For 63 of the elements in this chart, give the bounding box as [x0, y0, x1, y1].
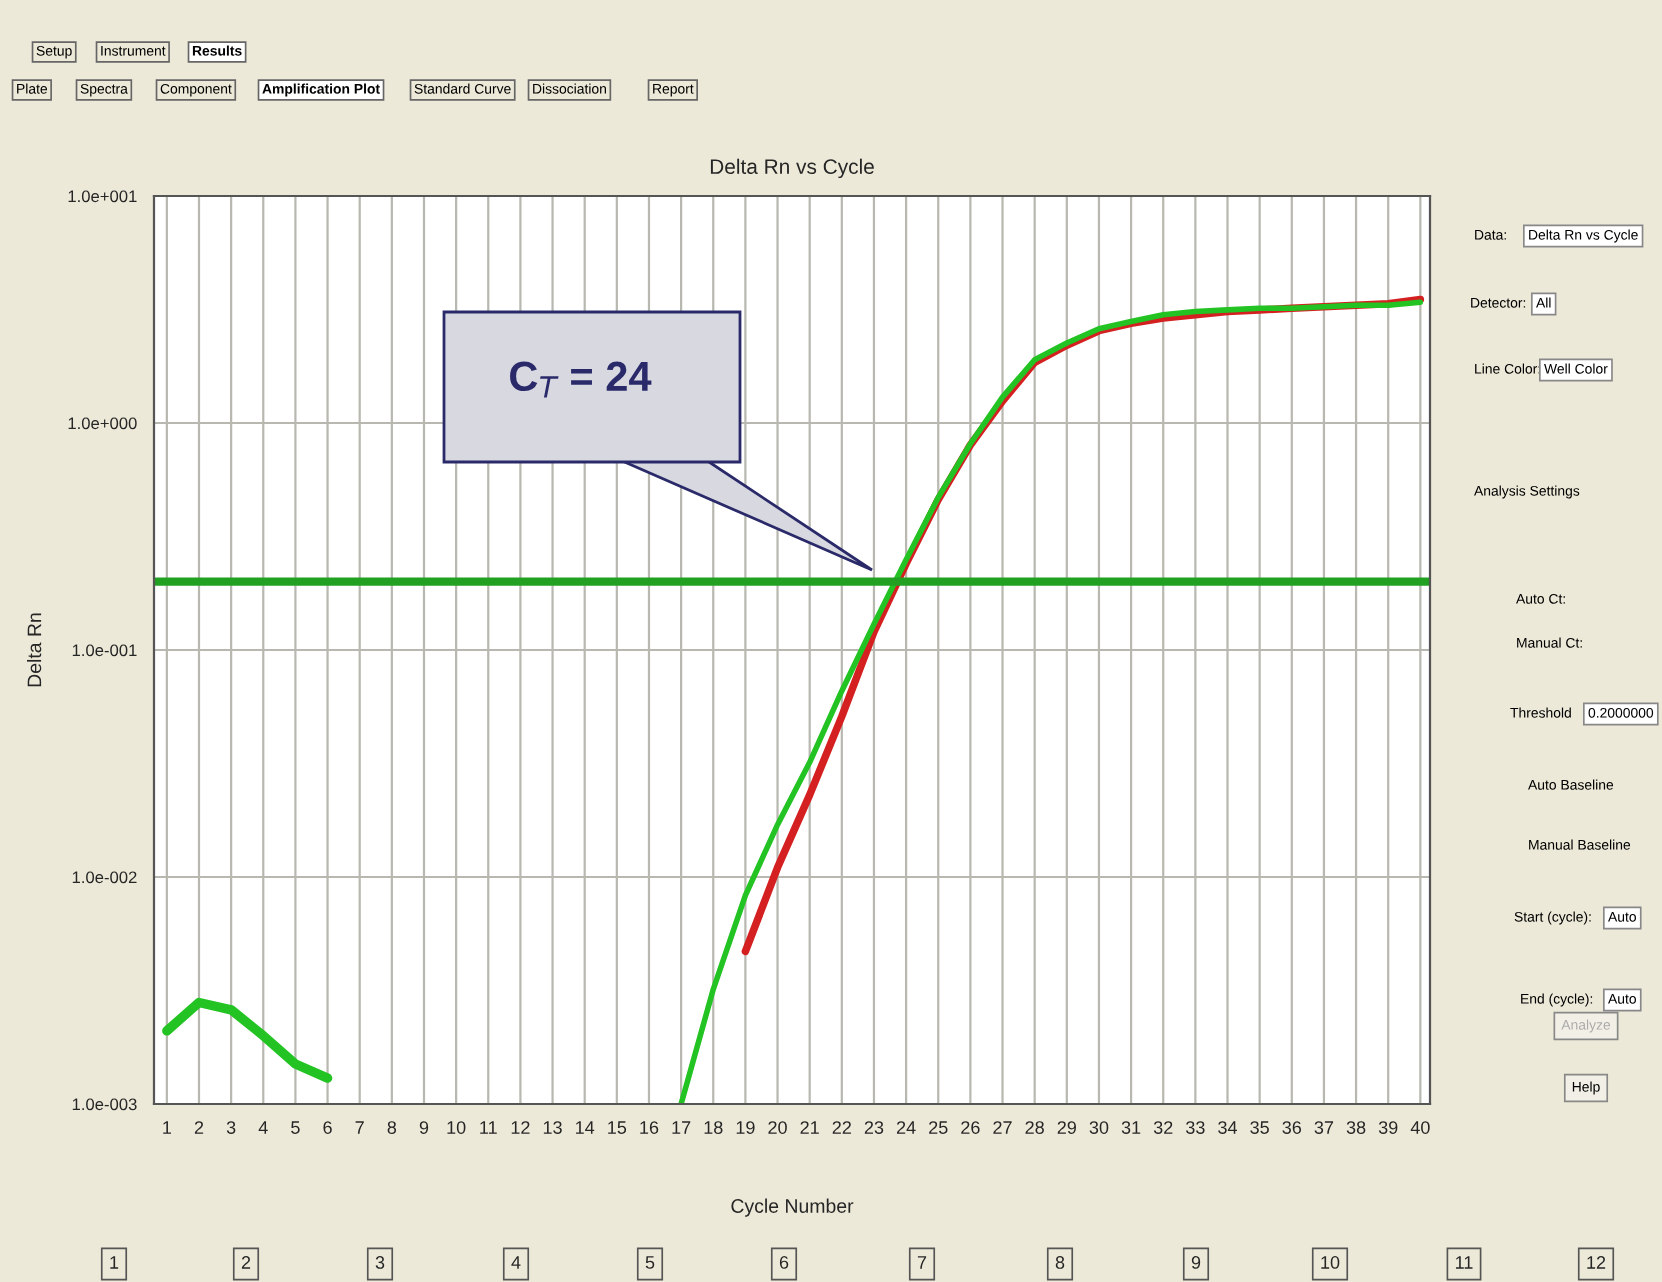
x-tick-label: 33 [1186, 1121, 1205, 1134]
text: 4 [511, 1256, 521, 1269]
y-tick-label: 1.0e-002 [72, 871, 137, 884]
x-tick-label: 16 [640, 1121, 659, 1134]
x-tick-label: 7 [355, 1121, 364, 1134]
annotation: C$_{T}$ = 24 [510, 361, 652, 398]
x-tick-label: 20 [768, 1121, 787, 1134]
text: 2 [241, 1256, 251, 1269]
text: 10 [1321, 1256, 1340, 1269]
chart-title: Delta Rn vs Cycle [710, 158, 874, 179]
x-tick-label: 21 [800, 1121, 819, 1134]
x-tick-label: 11 [480, 1121, 497, 1134]
text: 9 [1191, 1256, 1201, 1269]
x-tick-label: 22 [832, 1121, 851, 1134]
x-tick-label: 13 [543, 1121, 562, 1134]
text: 1 [110, 1256, 119, 1269]
text: 11 [1456, 1256, 1473, 1269]
x-tick-label: 30 [1089, 1121, 1109, 1134]
x-tick-label: 17 [672, 1121, 691, 1134]
x-tick-label: 12 [511, 1121, 530, 1134]
x-tick-label: 15 [608, 1121, 627, 1134]
x-tick-label: 24 [896, 1121, 916, 1134]
x-tick-label: 28 [1025, 1121, 1044, 1134]
y-tick-label: 1.0e-001 [72, 644, 137, 657]
x-tick-label: 14 [576, 1121, 595, 1134]
x-tick-label: 32 [1153, 1121, 1173, 1134]
x-tick-label: 3 [226, 1121, 236, 1134]
x-tick-label: 8 [387, 1121, 397, 1134]
x-tick-label: 6 [323, 1121, 332, 1134]
x-tick-label: 31 [1121, 1121, 1141, 1134]
x-tick-label: 23 [864, 1121, 884, 1134]
x-tick-label: 2 [194, 1121, 204, 1134]
line-series [678, 299, 1424, 1104]
line-series [162, 997, 333, 1083]
x-tick-label: 18 [704, 1121, 723, 1134]
x-tick-label: 10 [447, 1121, 466, 1134]
text: 3 [375, 1256, 385, 1269]
y-axis-title: Delta Rn [27, 613, 42, 687]
y-tick-label: 1.0e-003 [72, 1098, 137, 1111]
x-tick-label: 25 [929, 1121, 948, 1134]
x-tick-label: 1 [163, 1121, 171, 1134]
x-tick-label: 5 [291, 1121, 300, 1134]
text: 8 [1055, 1256, 1065, 1269]
x-tick-label: 40 [1410, 1121, 1430, 1134]
x-tick-label: 37 [1314, 1121, 1334, 1134]
x-tick-label: 34 [1218, 1121, 1238, 1134]
text: 12 [1587, 1256, 1606, 1269]
text: 6 [779, 1256, 789, 1269]
x-tick-label: 19 [736, 1121, 755, 1134]
x-tick-label: 26 [961, 1121, 980, 1134]
y-tick-label: 1.0e+001 [68, 190, 137, 203]
x-axis-title: Cycle Number [731, 1198, 854, 1217]
x-tick-label: 4 [258, 1121, 268, 1134]
x-tick-label: 29 [1057, 1121, 1076, 1134]
x-tick-label: 39 [1378, 1121, 1398, 1134]
x-tick-label: 9 [419, 1121, 429, 1134]
x-tick-label: 35 [1250, 1121, 1269, 1134]
x-tick-label: 36 [1282, 1121, 1302, 1134]
y-tick-label: 1.0e+000 [68, 417, 137, 430]
text: 5 [645, 1256, 655, 1269]
x-tick-label: 27 [993, 1121, 1012, 1134]
x-tick-label: 38 [1346, 1121, 1366, 1134]
text: 7 [917, 1256, 927, 1269]
